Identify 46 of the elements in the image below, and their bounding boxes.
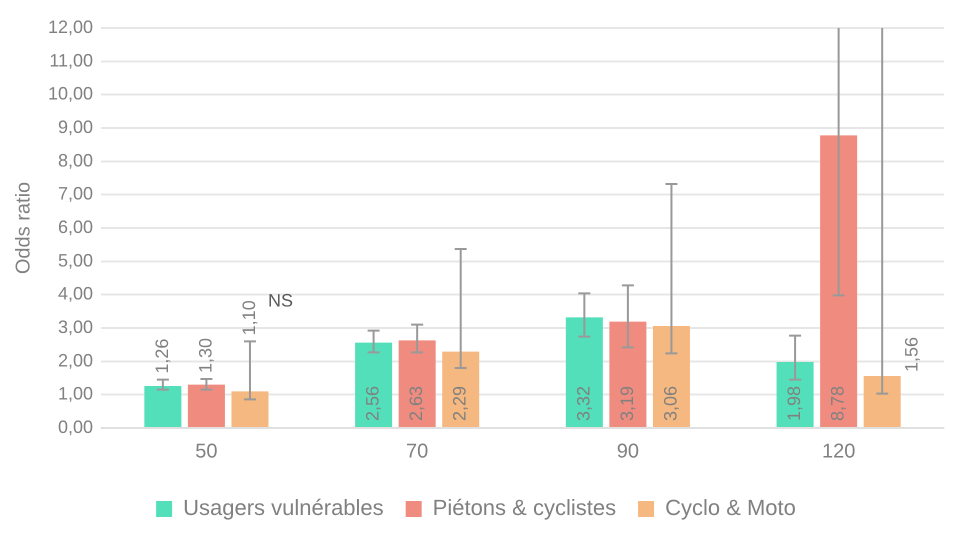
y-tick-label: 8,00 bbox=[58, 150, 94, 170]
y-tick-label: 0,00 bbox=[58, 416, 94, 437]
x-tick-label: 90 bbox=[616, 440, 640, 463]
data-label: 2,63 bbox=[406, 386, 426, 421]
bar bbox=[820, 135, 858, 427]
y-tick-label: 12,00 bbox=[48, 16, 94, 37]
data-label: 1,98 bbox=[784, 386, 804, 421]
bar bbox=[188, 384, 225, 427]
y-tick-label: 1,00 bbox=[58, 384, 94, 404]
data-label: 8,78 bbox=[828, 386, 848, 421]
data-label: 1,56 bbox=[902, 336, 922, 372]
y-tick-label: 7,00 bbox=[58, 184, 94, 204]
y-tick-label: 10,00 bbox=[48, 84, 94, 104]
y-tick-label: 4,00 bbox=[58, 284, 94, 304]
y-tick-label: 2,00 bbox=[58, 350, 94, 370]
bar bbox=[442, 352, 480, 427]
y-tick-label: 5,00 bbox=[58, 250, 94, 270]
y-axis-title: Odds ratio bbox=[12, 182, 35, 274]
y-tick-label: 6,00 bbox=[58, 216, 94, 237]
data-label: 3,19 bbox=[616, 386, 637, 421]
bar bbox=[864, 376, 901, 427]
data-label: 3,06 bbox=[660, 386, 680, 421]
data-label: 1,10 bbox=[238, 300, 259, 336]
x-tick-label: 70 bbox=[406, 440, 428, 463]
y-tick-label: 11,00 bbox=[49, 50, 94, 70]
annotation: NS bbox=[268, 290, 293, 310]
bar bbox=[652, 326, 690, 427]
bar bbox=[231, 391, 268, 427]
bar bbox=[566, 317, 603, 427]
data-label: 3,32 bbox=[573, 386, 594, 421]
data-label: 1,30 bbox=[195, 338, 216, 373]
bar bbox=[776, 362, 814, 427]
data-label: 2,29 bbox=[450, 386, 470, 421]
x-tick-label: 120 bbox=[822, 440, 856, 463]
x-tick-label: 50 bbox=[195, 440, 218, 463]
bar bbox=[144, 386, 182, 427]
y-tick-label: 9,00 bbox=[58, 116, 94, 137]
legend-label: Piétons & cyclistes bbox=[432, 495, 616, 520]
data-label: 1,26 bbox=[152, 338, 172, 374]
bar bbox=[398, 340, 436, 427]
bar bbox=[355, 342, 392, 427]
data-label: 2,56 bbox=[362, 386, 383, 421]
legend-label: Usagers vulnérables bbox=[183, 495, 384, 520]
y-tick-label: 3,00 bbox=[58, 316, 94, 337]
bar bbox=[609, 322, 646, 427]
legend-label: Cyclo & Moto bbox=[665, 495, 796, 520]
